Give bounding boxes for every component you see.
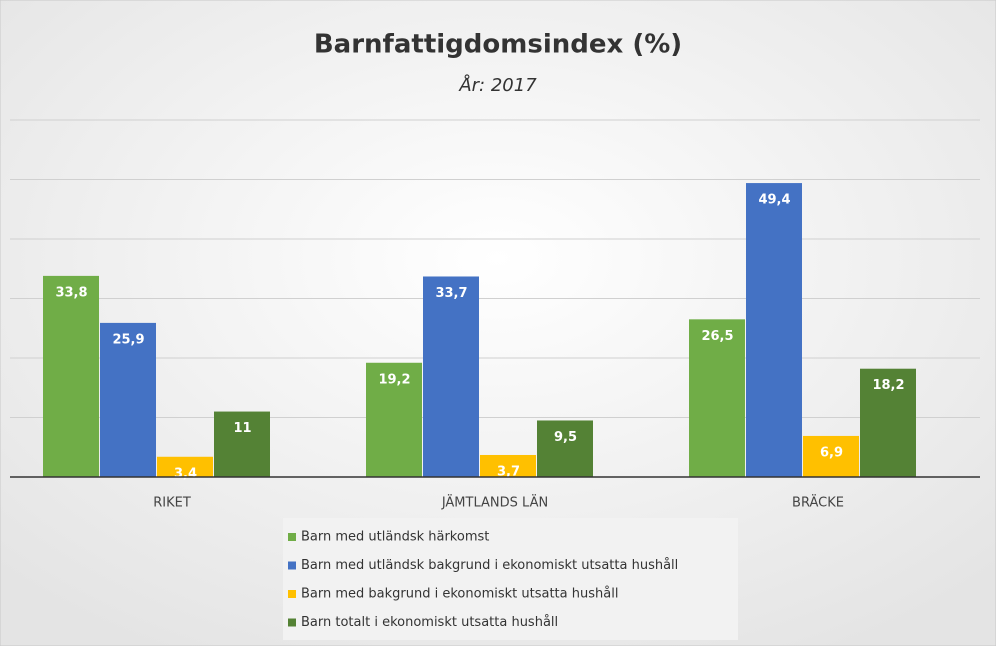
data-label: 3,4 [174,466,197,481]
data-label: 19,2 [378,372,410,387]
x-tick-label: JÄMTLANDS LÄN [441,495,548,511]
bar [214,411,270,477]
legend-label: Barn med utländsk bakgrund i ekonomiskt … [301,558,678,573]
legend-swatch [288,561,296,570]
bar [803,435,859,477]
legend-label: Barn totalt i ekonomiskt utsatta hushåll [301,615,558,630]
legend-label: Barn med bakgrund i ekonomiskt utsatta h… [301,587,618,602]
bar [43,275,99,477]
legend-label: Barn med utländsk härkomst [301,530,489,545]
legend-swatch [288,590,296,598]
x-tick-label: BRÄCKE [792,495,844,511]
chart-subtitle: År: 2017 [458,74,537,96]
chart-title: Barnfattigdomsindex (%) [314,30,682,60]
bar [157,456,213,477]
data-label: 11 [233,421,251,436]
legend-box [283,518,738,640]
bar [689,319,745,477]
bar [860,368,916,477]
data-label: 6,9 [820,445,843,460]
legend-swatch [288,533,296,541]
x-tick-label: RIKET [153,496,191,511]
bar [746,183,802,477]
data-label: 33,8 [55,285,87,300]
bar [423,276,479,477]
data-label: 33,7 [435,286,467,301]
bar [480,454,536,477]
data-label: 9,5 [554,430,577,445]
data-label: 3,7 [497,464,520,479]
legend-swatch [288,618,296,627]
data-label: 25,9 [112,332,144,347]
data-label: 49,4 [758,193,790,208]
bar [100,322,156,477]
bar [366,362,422,477]
data-label: 26,5 [701,329,733,344]
bar [537,420,593,477]
data-label: 18,2 [872,378,904,393]
